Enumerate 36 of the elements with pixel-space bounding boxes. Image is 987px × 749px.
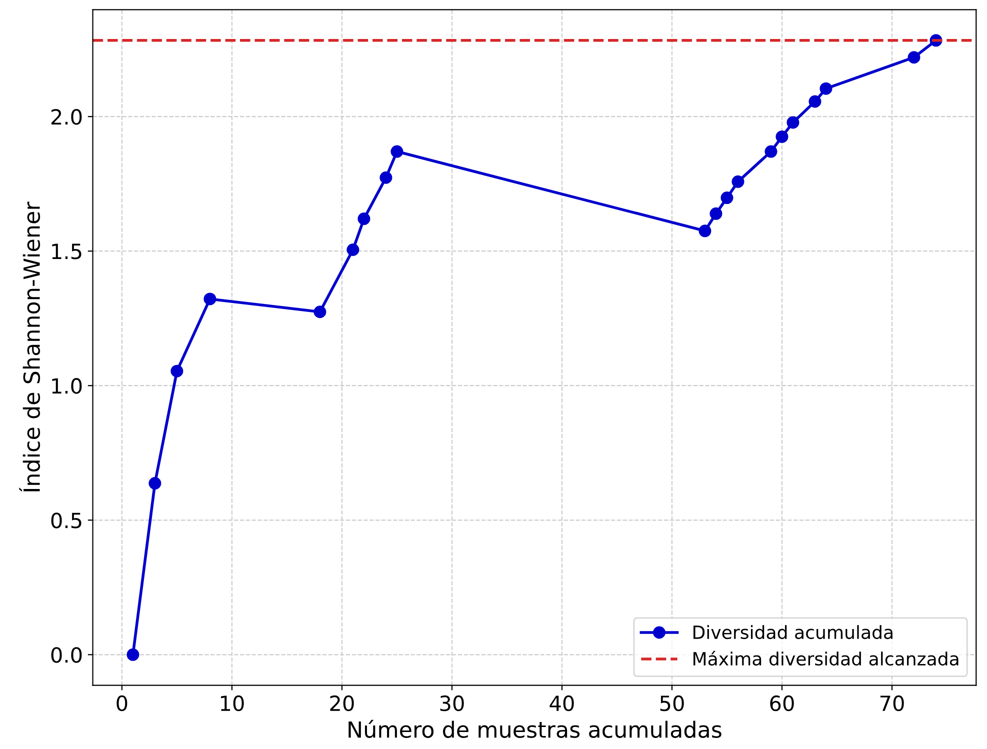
x-tick-label: 0 [116,695,128,712]
point [358,212,370,226]
x-tick-label: 40 [550,695,574,712]
point [380,171,392,184]
x-tick-label: 30 [440,695,464,712]
point [170,364,184,378]
point [786,116,800,129]
y-tick-label: 0.0 [51,647,82,663]
x-tick-label: 60 [770,695,794,712]
y-axis-title: Índice de Shannon-Wiener [19,202,40,492]
point [126,648,140,661]
point [148,477,162,490]
point [776,130,788,143]
y-tick-label: 0.5 [51,512,82,528]
point [820,82,832,95]
y-tick-label: 1.5 [52,244,82,260]
y-tick-label: 1.0 [52,378,82,394]
x-tick-label: 20 [330,695,354,712]
legend-label: Máxima diversidad alcanzada [693,650,958,666]
point [732,175,744,188]
y-tick-label: 2.0 [51,109,82,125]
x-tick-label: 70 [880,695,904,712]
point [314,306,326,318]
x-tick-label: 50 [660,695,684,712]
x-axis-title: Número de muestras acumuladas [348,720,722,738]
legend-label: Diversidad acumulada [693,625,892,640]
point [720,192,734,204]
point [808,95,822,108]
point [204,292,216,306]
point [698,224,712,238]
point [710,207,722,220]
point [390,145,404,158]
point [908,51,920,64]
x-tick-label: 10 [220,695,244,712]
point [346,243,360,256]
point [764,145,778,158]
